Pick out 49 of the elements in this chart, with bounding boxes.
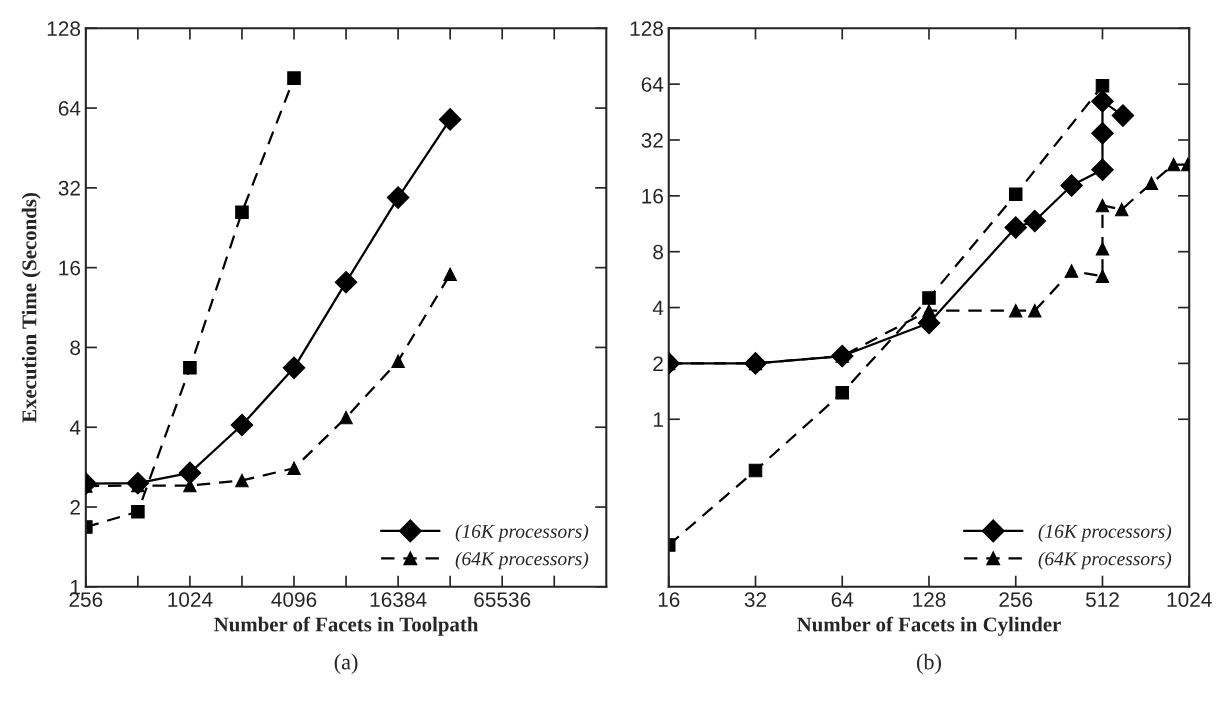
point xyxy=(235,473,249,488)
y-tick-label: 2 xyxy=(70,500,80,515)
y-tick-label: 32 xyxy=(641,132,663,148)
x-axis-title: Number of Facets in Toolpath xyxy=(214,616,479,636)
point xyxy=(391,354,405,368)
y-tick-label: 64 xyxy=(58,101,81,116)
x-tick-label: 1024 xyxy=(1167,592,1212,607)
point xyxy=(334,270,358,294)
point xyxy=(287,461,301,476)
point xyxy=(178,461,202,485)
x-tick-label: 256 xyxy=(999,592,1033,607)
point xyxy=(131,504,145,519)
legend-label: (64K processors) xyxy=(1038,551,1172,570)
y-axis-title: Execution Time (Seconds) xyxy=(21,193,41,423)
point xyxy=(230,413,254,437)
y-tick-label: 4 xyxy=(652,300,664,316)
point xyxy=(443,267,457,282)
x-tick-label: 128 xyxy=(913,592,946,607)
point xyxy=(339,410,353,425)
text: (a) xyxy=(334,653,358,674)
y-tick-label: 128 xyxy=(630,21,663,37)
y-tick-label: 128 xyxy=(47,21,81,37)
y-tick-label: 8 xyxy=(70,340,81,356)
x-tick-label: 64 xyxy=(831,592,854,607)
y-tick-label: 16 xyxy=(642,188,663,204)
legend-label: (64K processors) xyxy=(455,551,589,570)
legend-label: (16K processors) xyxy=(1038,524,1172,542)
point xyxy=(438,108,462,131)
y-tick-label: 8 xyxy=(653,244,663,260)
x-tick-label: 512 xyxy=(1085,592,1119,607)
x-tick-label: 4096 xyxy=(271,592,317,607)
x-axis-title: Number of Facets in Cylinder xyxy=(797,616,1061,636)
y-tick-label: 32 xyxy=(58,180,80,196)
y-tick-label: 4 xyxy=(69,420,81,435)
x-tick-label: 1024 xyxy=(168,592,213,607)
y-tick-label: 2 xyxy=(653,356,663,371)
x-tick-label: 32 xyxy=(744,592,767,607)
x-tick-label: 16384 xyxy=(370,592,427,607)
point xyxy=(386,186,410,209)
y-tick-label: 16 xyxy=(59,260,81,276)
y-tick-label: 64 xyxy=(641,77,664,92)
point xyxy=(287,71,301,85)
legend-label: (16K processors) xyxy=(455,524,589,542)
x-tick-label: 65536 xyxy=(474,592,531,607)
y-tick-label: 1 xyxy=(653,412,663,427)
point xyxy=(183,361,197,375)
text: (b) xyxy=(917,653,941,674)
point xyxy=(235,205,249,219)
point xyxy=(282,356,306,380)
